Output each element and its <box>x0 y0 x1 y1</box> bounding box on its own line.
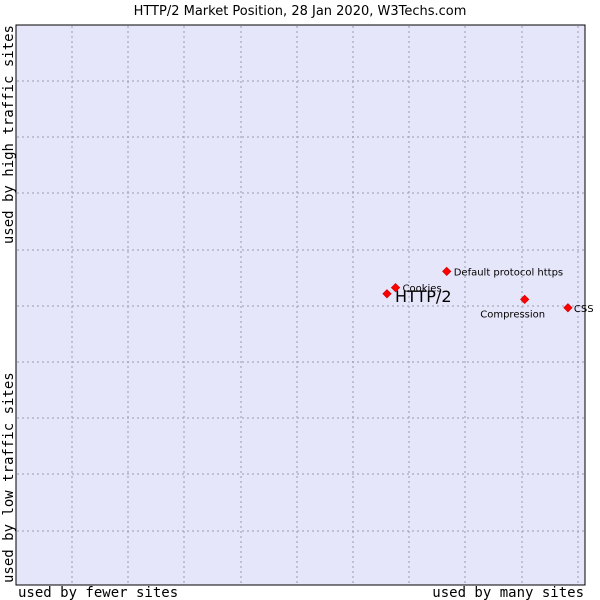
grid-lines <box>17 26 584 584</box>
point-label: Default protocol https <box>454 267 563 278</box>
point-label: Cookies <box>403 284 442 295</box>
y-axis-high-label: used by high traffic sites <box>1 25 17 244</box>
point-label: CSS <box>574 304 594 315</box>
point-label: Compression <box>480 309 545 320</box>
chart-title: HTTP/2 Market Position, 28 Jan 2020, W3T… <box>133 4 467 19</box>
plot-area <box>15 24 586 586</box>
y-axis-low-label: used by low traffic sites <box>1 372 17 583</box>
data-point <box>520 294 530 305</box>
data-point <box>563 303 573 313</box>
x-axis-low-label: used by fewer sites <box>18 585 178 600</box>
x-axis-high-label: used by many sites <box>432 585 584 600</box>
data-point <box>382 289 392 299</box>
data-point <box>390 283 401 293</box>
data-point <box>442 266 452 277</box>
point-label: HTTP/2 <box>395 287 452 306</box>
